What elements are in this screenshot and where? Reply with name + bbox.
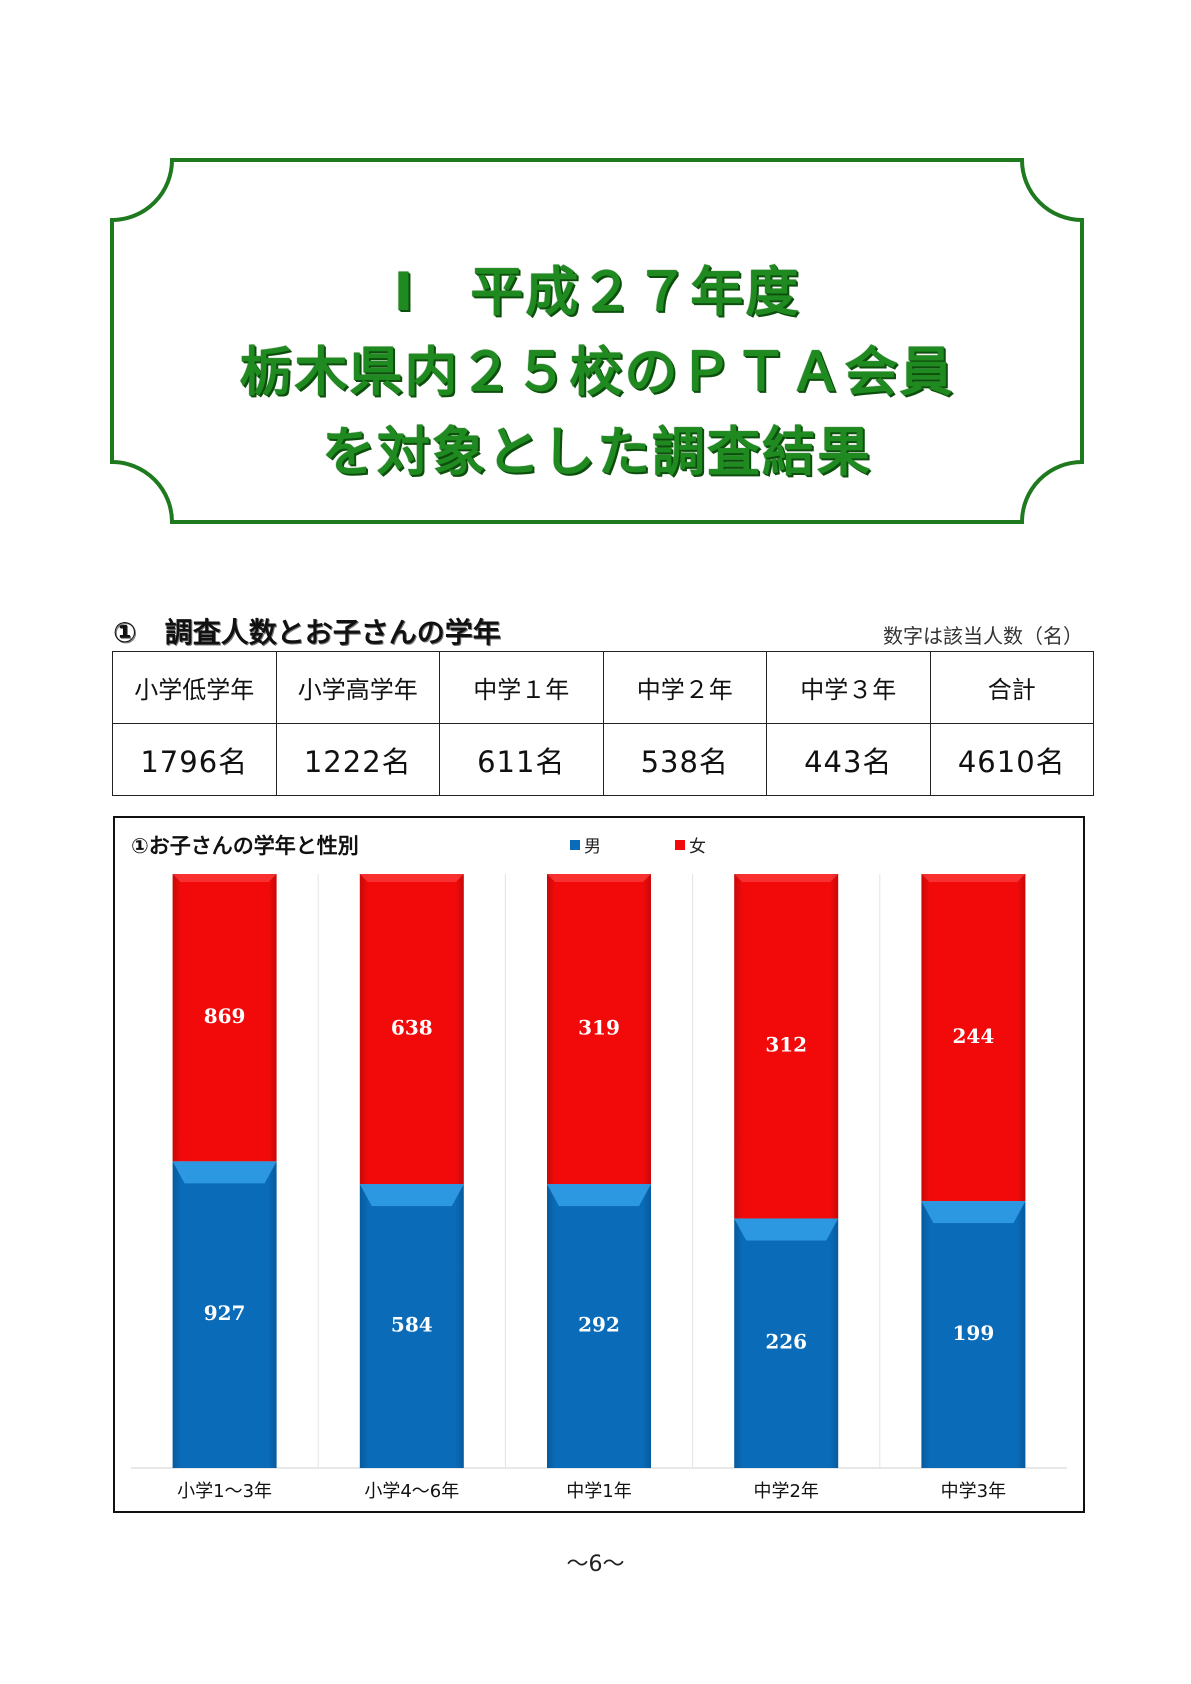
bar-female: [734, 874, 839, 1219]
value-cell: 611名: [439, 723, 604, 796]
category-tick-label: 中学1年: [566, 1481, 631, 1502]
legend-item-female: 女: [675, 832, 706, 857]
data-label-female: 319: [578, 1016, 620, 1040]
bar-female: [921, 874, 1026, 1202]
data-label-female: 869: [204, 1004, 246, 1028]
data-label-female: 638: [391, 1016, 433, 1040]
title-line-2: 栃木県内２５校のＰＴＡ会員: [239, 342, 955, 403]
category-tick-label: 中学3年: [941, 1481, 1006, 1502]
bar-bevel: [172, 874, 277, 882]
bar-bevel: [359, 1184, 464, 1207]
page-number: ～6～: [566, 1552, 625, 1577]
table-header-row: 小学低学年 小学高学年 中学１年 中学２年 中学３年 合計: [112, 651, 1094, 724]
data-label-female: 312: [765, 1033, 807, 1057]
bar-bevel: [547, 874, 651, 882]
category-tick-label: 小学4～6年: [364, 1481, 459, 1502]
legend-swatch-male: [570, 840, 580, 850]
header-cell: 合計: [929, 651, 1094, 724]
category-tick-label: 中学2年: [753, 1481, 818, 1502]
bar-male: [734, 1218, 839, 1468]
chart-title: ①お子さんの学年と性別: [131, 834, 359, 858]
data-label-male: 292: [578, 1313, 620, 1337]
decorative-frame: [110, 158, 1084, 524]
bar-female: [359, 874, 464, 1185]
counts-table: 小学低学年 小学高学年 中学１年 中学２年 中学３年 合計 1796名 1222…: [112, 651, 1094, 796]
value-cell: 4610名: [929, 723, 1094, 796]
bar-male: [172, 1161, 277, 1468]
bar-female: [172, 874, 277, 1162]
bar-bevel: [359, 874, 464, 882]
bar-bevel: [172, 1161, 277, 1184]
bar-bevel: [921, 874, 1026, 882]
header-cell: 小学低学年: [112, 651, 277, 724]
header-cell: 中学２年: [602, 651, 767, 724]
legend-item-male: 男: [570, 832, 601, 857]
header-cell: 小学高学年: [275, 651, 440, 724]
value-cell: 1222名: [275, 723, 440, 796]
data-label-male: 226: [765, 1330, 807, 1354]
bar-female: [547, 874, 651, 1185]
bar-male: [921, 1201, 1026, 1468]
data-label-male: 927: [204, 1301, 246, 1325]
table-row: 1796名 1222名 611名 538名 443名 4610名: [112, 723, 1094, 796]
title-frame: Ⅰ 平成２７年度 栃木県内２５校のＰＴＡ会員 を対象とした調査結果: [110, 158, 1084, 524]
value-cell: 1796名: [112, 723, 277, 796]
legend-swatch-female: [675, 840, 685, 850]
stacked-bar-chart: 869 927 小学1～3年 638 584 小学4～6年 319 292 中学1年 312 226…: [131, 874, 1067, 1502]
data-label-male: 199: [953, 1321, 995, 1345]
bar-bevel: [921, 1201, 1026, 1224]
legend-label: 女: [689, 837, 706, 857]
bar-bevel: [734, 1218, 839, 1241]
title-line-3: を対象とした調査結果: [322, 422, 872, 483]
category-tick-label: 小学1～3年: [177, 1481, 272, 1502]
chart-container: 869 927 小学1～3年 638 584 小学4～6年 319 292 中学1年 312 226…: [113, 816, 1085, 1513]
title-line-1: Ⅰ 平成２７年度: [393, 262, 801, 323]
units-note: 数字は該当人数（名）: [883, 624, 1083, 648]
bar-bevel: [547, 1184, 651, 1207]
legend-label: 男: [584, 837, 601, 857]
value-cell: 538名: [602, 723, 767, 796]
bar-male: [547, 1184, 651, 1468]
header-cell: 中学３年: [766, 651, 931, 724]
value-cell: 443名: [766, 723, 931, 796]
bar-bevel: [734, 874, 839, 882]
data-label-female: 244: [953, 1024, 995, 1048]
section-heading: ① 調査人数とお子さんの学年: [113, 616, 501, 649]
bar-male: [359, 1184, 464, 1468]
data-label-male: 584: [391, 1313, 433, 1337]
header-cell: 中学１年: [439, 651, 604, 724]
